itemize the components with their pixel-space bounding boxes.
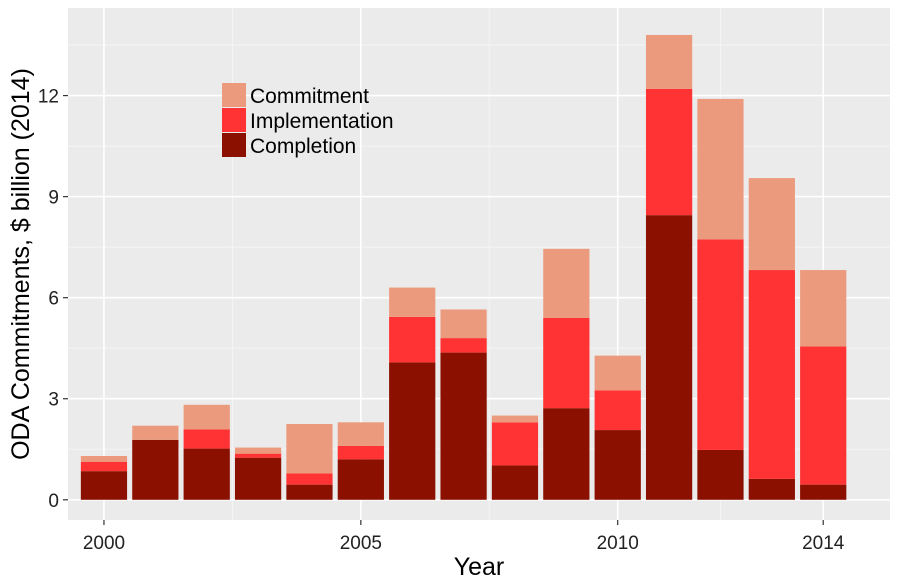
- bar-commitment-2008: [491, 415, 539, 423]
- bar-completion-2003: [234, 457, 282, 500]
- bar-commitment-2006: [389, 287, 436, 317]
- bar-commitment-2003: [234, 447, 282, 454]
- bar-completion-2011: [645, 215, 693, 500]
- x-tick-label: 2014: [802, 533, 845, 554]
- bar-completion-2009: [543, 408, 590, 500]
- bar-completion-2002: [183, 448, 230, 500]
- bar-implementation-2011: [645, 88, 693, 216]
- legend-swatch: [222, 108, 246, 132]
- bar-completion-2001: [132, 439, 179, 500]
- y-tick-label: 3: [48, 390, 59, 411]
- bar-commitment-2005: [337, 422, 384, 446]
- bar-completion-2013: [748, 478, 795, 500]
- bar-completion-2000: [80, 471, 128, 500]
- legend-label: Completion: [250, 135, 356, 158]
- bars: [80, 34, 847, 500]
- y-tick-label: 0: [48, 491, 59, 512]
- y-tick-label: 12: [38, 87, 59, 108]
- bar-completion-2014: [800, 484, 847, 500]
- bar-implementation-2006: [389, 316, 436, 363]
- x-tick-label: 2010: [597, 533, 639, 554]
- bar-completion-2008: [491, 465, 539, 500]
- legend-item-implementation: Implementation: [222, 108, 394, 133]
- bar-implementation-2009: [543, 317, 590, 409]
- y-tick-label: 6: [48, 289, 59, 310]
- y-axis: 0 3 6 9 12: [38, 87, 68, 512]
- bar-commitment-2011: [645, 34, 693, 89]
- bar-implementation-2002: [183, 429, 230, 449]
- bar-implementation-2004: [286, 473, 333, 485]
- bar-completion-2007: [440, 352, 487, 500]
- bar-commitment-2002: [183, 404, 230, 430]
- bar-completion-2004: [286, 484, 333, 500]
- bar-commitment-2007: [440, 309, 487, 339]
- bar-completion-2010: [594, 430, 641, 500]
- bar-implementation-2007: [440, 338, 487, 353]
- bar-commitment-2013: [748, 178, 795, 271]
- bar-implementation-2013: [748, 270, 795, 479]
- bar-completion-2006: [389, 362, 436, 500]
- legend-label: Implementation: [250, 110, 394, 133]
- bar-commitment-2010: [594, 355, 641, 391]
- x-tick-label: 2005: [340, 533, 382, 554]
- bar-implementation-2003: [234, 453, 282, 458]
- legend-swatch: [222, 83, 246, 107]
- bar-commitment-2000: [80, 456, 128, 462]
- y-axis-label: ODA Commitments, $ billion (2014): [7, 68, 35, 460]
- bar-commitment-2004: [286, 424, 333, 474]
- y-tick-label: 9: [48, 188, 59, 209]
- bar-commitment-2014: [800, 270, 847, 347]
- bar-commitment-2012: [697, 98, 744, 240]
- bar-implementation-2014: [800, 346, 847, 485]
- bar-commitment-2009: [543, 248, 590, 318]
- bar-implementation-2010: [594, 390, 641, 431]
- legend-label: Commitment: [250, 85, 369, 108]
- x-tick-label: 2000: [83, 533, 125, 554]
- bar-commitment-2001: [132, 425, 179, 440]
- x-axis: 2000 2005 2010 2014: [83, 520, 845, 554]
- bar-implementation-2000: [80, 461, 128, 472]
- bar-implementation-2008: [491, 422, 539, 466]
- bar-completion-2005: [337, 459, 384, 500]
- x-axis-label: Year: [454, 553, 505, 581]
- bar-completion-2012: [697, 449, 744, 500]
- legend-item-commitment: Commitment: [222, 83, 369, 108]
- bar-implementation-2012: [697, 239, 744, 450]
- legend-swatch: [222, 133, 246, 157]
- legend-item-completion: Completion: [222, 133, 356, 158]
- bar-implementation-2005: [337, 445, 384, 460]
